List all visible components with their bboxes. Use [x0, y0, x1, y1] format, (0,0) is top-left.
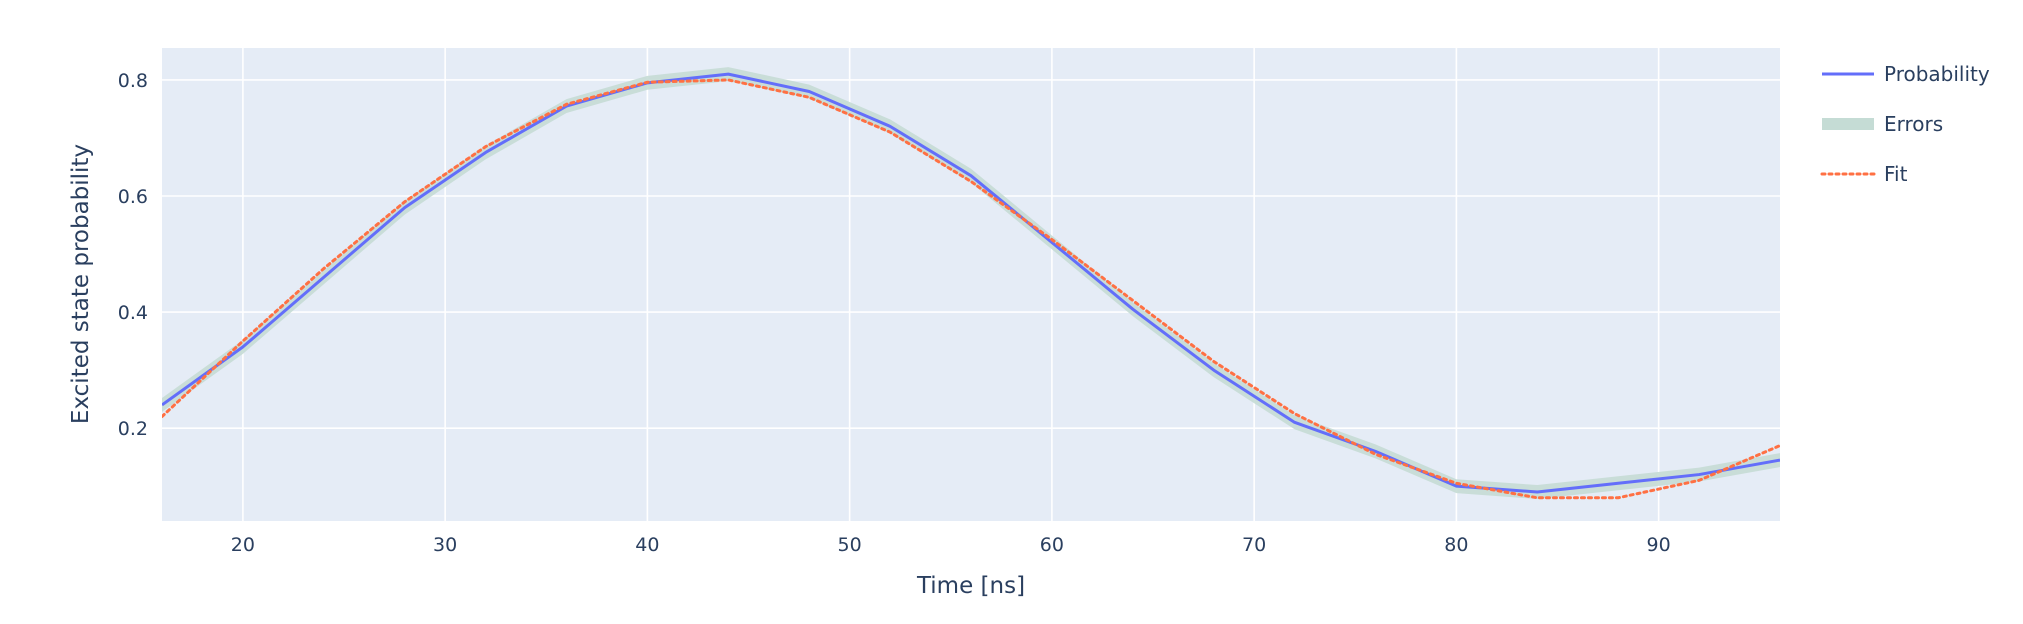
y-tick-label: 0.2 [118, 418, 148, 440]
probability-line [162, 72, 1780, 494]
legend-label: Fit [1884, 162, 1908, 186]
x-tick-label: 60 [1040, 534, 1064, 556]
x-tick-label: 40 [635, 534, 659, 556]
legend-label: Probability [1884, 62, 1990, 86]
x-tick-labels: 20 30 40 50 60 70 80 90 [231, 534, 1671, 556]
plot-background [162, 48, 1780, 521]
x-tick-label: 20 [231, 534, 255, 556]
legend-swatch-errors [1822, 118, 1874, 130]
legend-item[interactable]: Probability [1822, 62, 1990, 86]
legend-item[interactable]: Fit [1820, 162, 1908, 186]
series-layer [162, 67, 1780, 500]
x-tick-label: 50 [838, 534, 862, 556]
fit-line [162, 78, 1780, 500]
y-tick-label: 0.8 [118, 70, 148, 92]
y-tick-label: 0.4 [118, 302, 148, 324]
y-tick-labels: 0.2 0.4 0.6 0.8 [118, 70, 148, 440]
legend: Probability Errors Fit [1820, 62, 1990, 186]
x-axis-title: Time [ns] [916, 573, 1025, 599]
y-axis-title: Excited state probability [68, 144, 94, 424]
y-tick-label: 0.6 [118, 186, 148, 208]
x-tick-label: 90 [1647, 534, 1671, 556]
legend-label: Errors [1884, 112, 1943, 136]
x-tick-label: 80 [1444, 534, 1468, 556]
x-tick-label: 30 [433, 534, 457, 556]
x-tick-label: 70 [1242, 534, 1266, 556]
legend-item[interactable]: Errors [1822, 112, 1943, 136]
